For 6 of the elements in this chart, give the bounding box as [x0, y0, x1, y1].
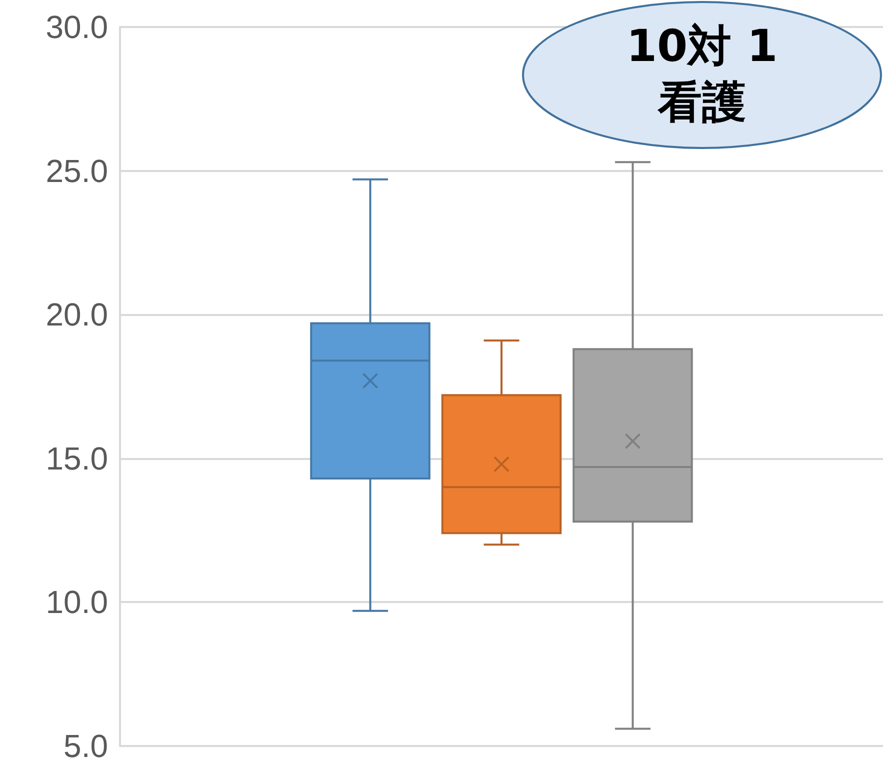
y-tick-label: 20.0	[46, 296, 108, 333]
y-tick-label: 15.0	[46, 440, 108, 476]
y-tick-label: 10.0	[46, 584, 108, 620]
y-tick-label: 30.0	[46, 9, 108, 45]
y-tick-label: 5.0	[64, 728, 108, 764]
y-tick-label: 25.0	[46, 152, 108, 189]
